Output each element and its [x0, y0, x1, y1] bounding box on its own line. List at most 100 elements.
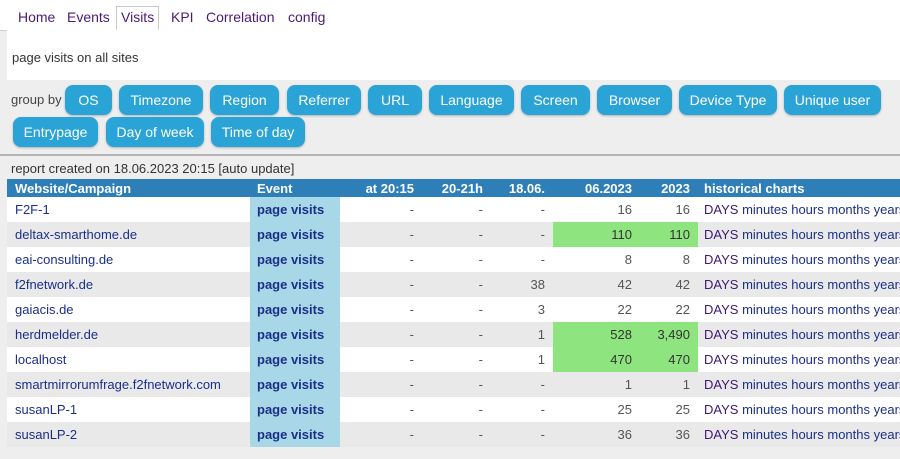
minutes-link[interactable]: minutes [742, 402, 788, 417]
months-link[interactable]: months [827, 402, 871, 417]
site-link[interactable]: susanLP-1 [7, 397, 250, 422]
months-link[interactable]: months [827, 427, 871, 442]
site-link[interactable]: smartmirrorumfrage.f2fnetwork.com [7, 372, 250, 397]
tab-kpi[interactable]: KPI [171, 9, 194, 25]
groupby-browser-button[interactable]: Browser [597, 85, 672, 115]
days-link[interactable]: DAYS [704, 302, 739, 317]
groupby-device-type-button[interactable]: Device Type [679, 85, 777, 115]
site-link[interactable]: eai-consulting.de [7, 247, 250, 272]
event-link[interactable]: page visits [250, 372, 340, 397]
days-link[interactable]: DAYS [704, 277, 739, 292]
site-link[interactable]: deltax-smarthome.de [7, 222, 250, 247]
months-link[interactable]: months [827, 327, 871, 342]
months-link[interactable]: months [827, 352, 871, 367]
value-month: 1 [553, 372, 640, 397]
minutes-link[interactable]: minutes [742, 427, 788, 442]
days-link[interactable]: DAYS [704, 327, 739, 342]
days-link[interactable]: DAYS [704, 377, 739, 392]
minutes-link[interactable]: minutes [742, 352, 788, 367]
value-hour: - [422, 397, 491, 422]
tab-events[interactable]: Events [67, 9, 110, 25]
site-link[interactable]: gaiacis.de [7, 297, 250, 322]
days-link[interactable]: DAYS [704, 427, 739, 442]
groupby-referrer-button[interactable]: Referrer [287, 85, 361, 115]
minutes-link[interactable]: minutes [742, 277, 788, 292]
hours-link[interactable]: hours [791, 302, 824, 317]
minutes-link[interactable]: minutes [742, 252, 788, 267]
tab-correlation[interactable]: Correlation [206, 9, 275, 25]
months-link[interactable]: months [827, 302, 871, 317]
groupby-day-of-week-button[interactable]: Day of week [106, 117, 204, 147]
days-link[interactable]: DAYS [704, 227, 739, 242]
groupby-region-button[interactable]: Region [210, 85, 279, 115]
days-link[interactable]: DAYS [704, 252, 739, 267]
hours-link[interactable]: hours [791, 202, 824, 217]
site-link[interactable]: localhost [7, 347, 250, 372]
hours-link[interactable]: hours [791, 402, 824, 417]
minutes-link[interactable]: minutes [742, 202, 788, 217]
event-link[interactable]: page visits [250, 247, 340, 272]
hours-link[interactable]: hours [791, 252, 824, 267]
hours-link[interactable]: hours [791, 327, 824, 342]
days-link[interactable]: DAYS [704, 402, 739, 417]
event-link[interactable]: page visits [250, 347, 340, 372]
value-year: 25 [640, 397, 698, 422]
months-link[interactable]: months [827, 227, 871, 242]
minutes-link[interactable]: minutes [742, 327, 788, 342]
table-row: smartmirrorumfrage.f2fnetwork.com page vi… [7, 372, 900, 397]
days-link[interactable]: DAYS [704, 352, 739, 367]
table-row: f2fnetwork.de page visits - -38 42 42 DAYS min… [7, 272, 900, 297]
minutes-link[interactable]: minutes [742, 302, 788, 317]
groupby-screen-button[interactable]: Screen [521, 85, 590, 115]
groupby-time-of-day-button[interactable]: Time of day [211, 117, 305, 147]
event-link[interactable]: page visits [250, 297, 340, 322]
event-link[interactable]: page visits [250, 272, 340, 297]
months-link[interactable]: months [827, 277, 871, 292]
groupby-unique-user-button[interactable]: Unique user [784, 85, 881, 115]
months-link[interactable]: months [827, 202, 871, 217]
table-row: susanLP-2 page visits - - -36 36 DAYS minutes … [7, 422, 900, 447]
groupby-url-button[interactable]: URL [368, 85, 422, 115]
site-link[interactable]: F2F-1 [7, 197, 250, 222]
groupby-language-button[interactable]: Language [429, 85, 514, 115]
months-link[interactable]: months [827, 252, 871, 267]
site-link[interactable]: f2fnetwork.de [7, 272, 250, 297]
site-link[interactable]: herdmelder.de [7, 322, 250, 347]
tab-config[interactable]: config [288, 9, 326, 25]
site-link[interactable]: susanLP-2 [7, 422, 250, 447]
hours-link[interactable]: hours [791, 277, 824, 292]
hours-link[interactable]: hours [791, 352, 824, 367]
tab-home[interactable]: Home [18, 9, 56, 25]
value-at: - [340, 372, 422, 397]
event-link[interactable]: page visits [250, 197, 340, 222]
top-nav: Home Events Visits KPI Correlation confi… [0, 0, 900, 31]
hours-link[interactable]: hours [791, 377, 824, 392]
hours-link[interactable]: hours [791, 227, 824, 242]
event-link[interactable]: page visits [250, 322, 340, 347]
days-link[interactable]: DAYS [704, 202, 739, 217]
hours-link[interactable]: hours [791, 427, 824, 442]
event-link[interactable]: page visits [250, 422, 340, 447]
groupby-entrypage-button[interactable]: Entrypage [13, 117, 98, 147]
months-link[interactable]: months [827, 377, 871, 392]
minutes-link[interactable]: minutes [742, 227, 788, 242]
minutes-link[interactable]: minutes [742, 377, 788, 392]
groupby-timezone-button[interactable]: Timezone [119, 85, 203, 115]
groupby-os-button[interactable]: OS [65, 85, 112, 115]
tab-visits[interactable]: Visits [116, 6, 160, 30]
event-link[interactable]: page visits [250, 222, 340, 247]
event-link[interactable]: page visits [250, 397, 340, 422]
